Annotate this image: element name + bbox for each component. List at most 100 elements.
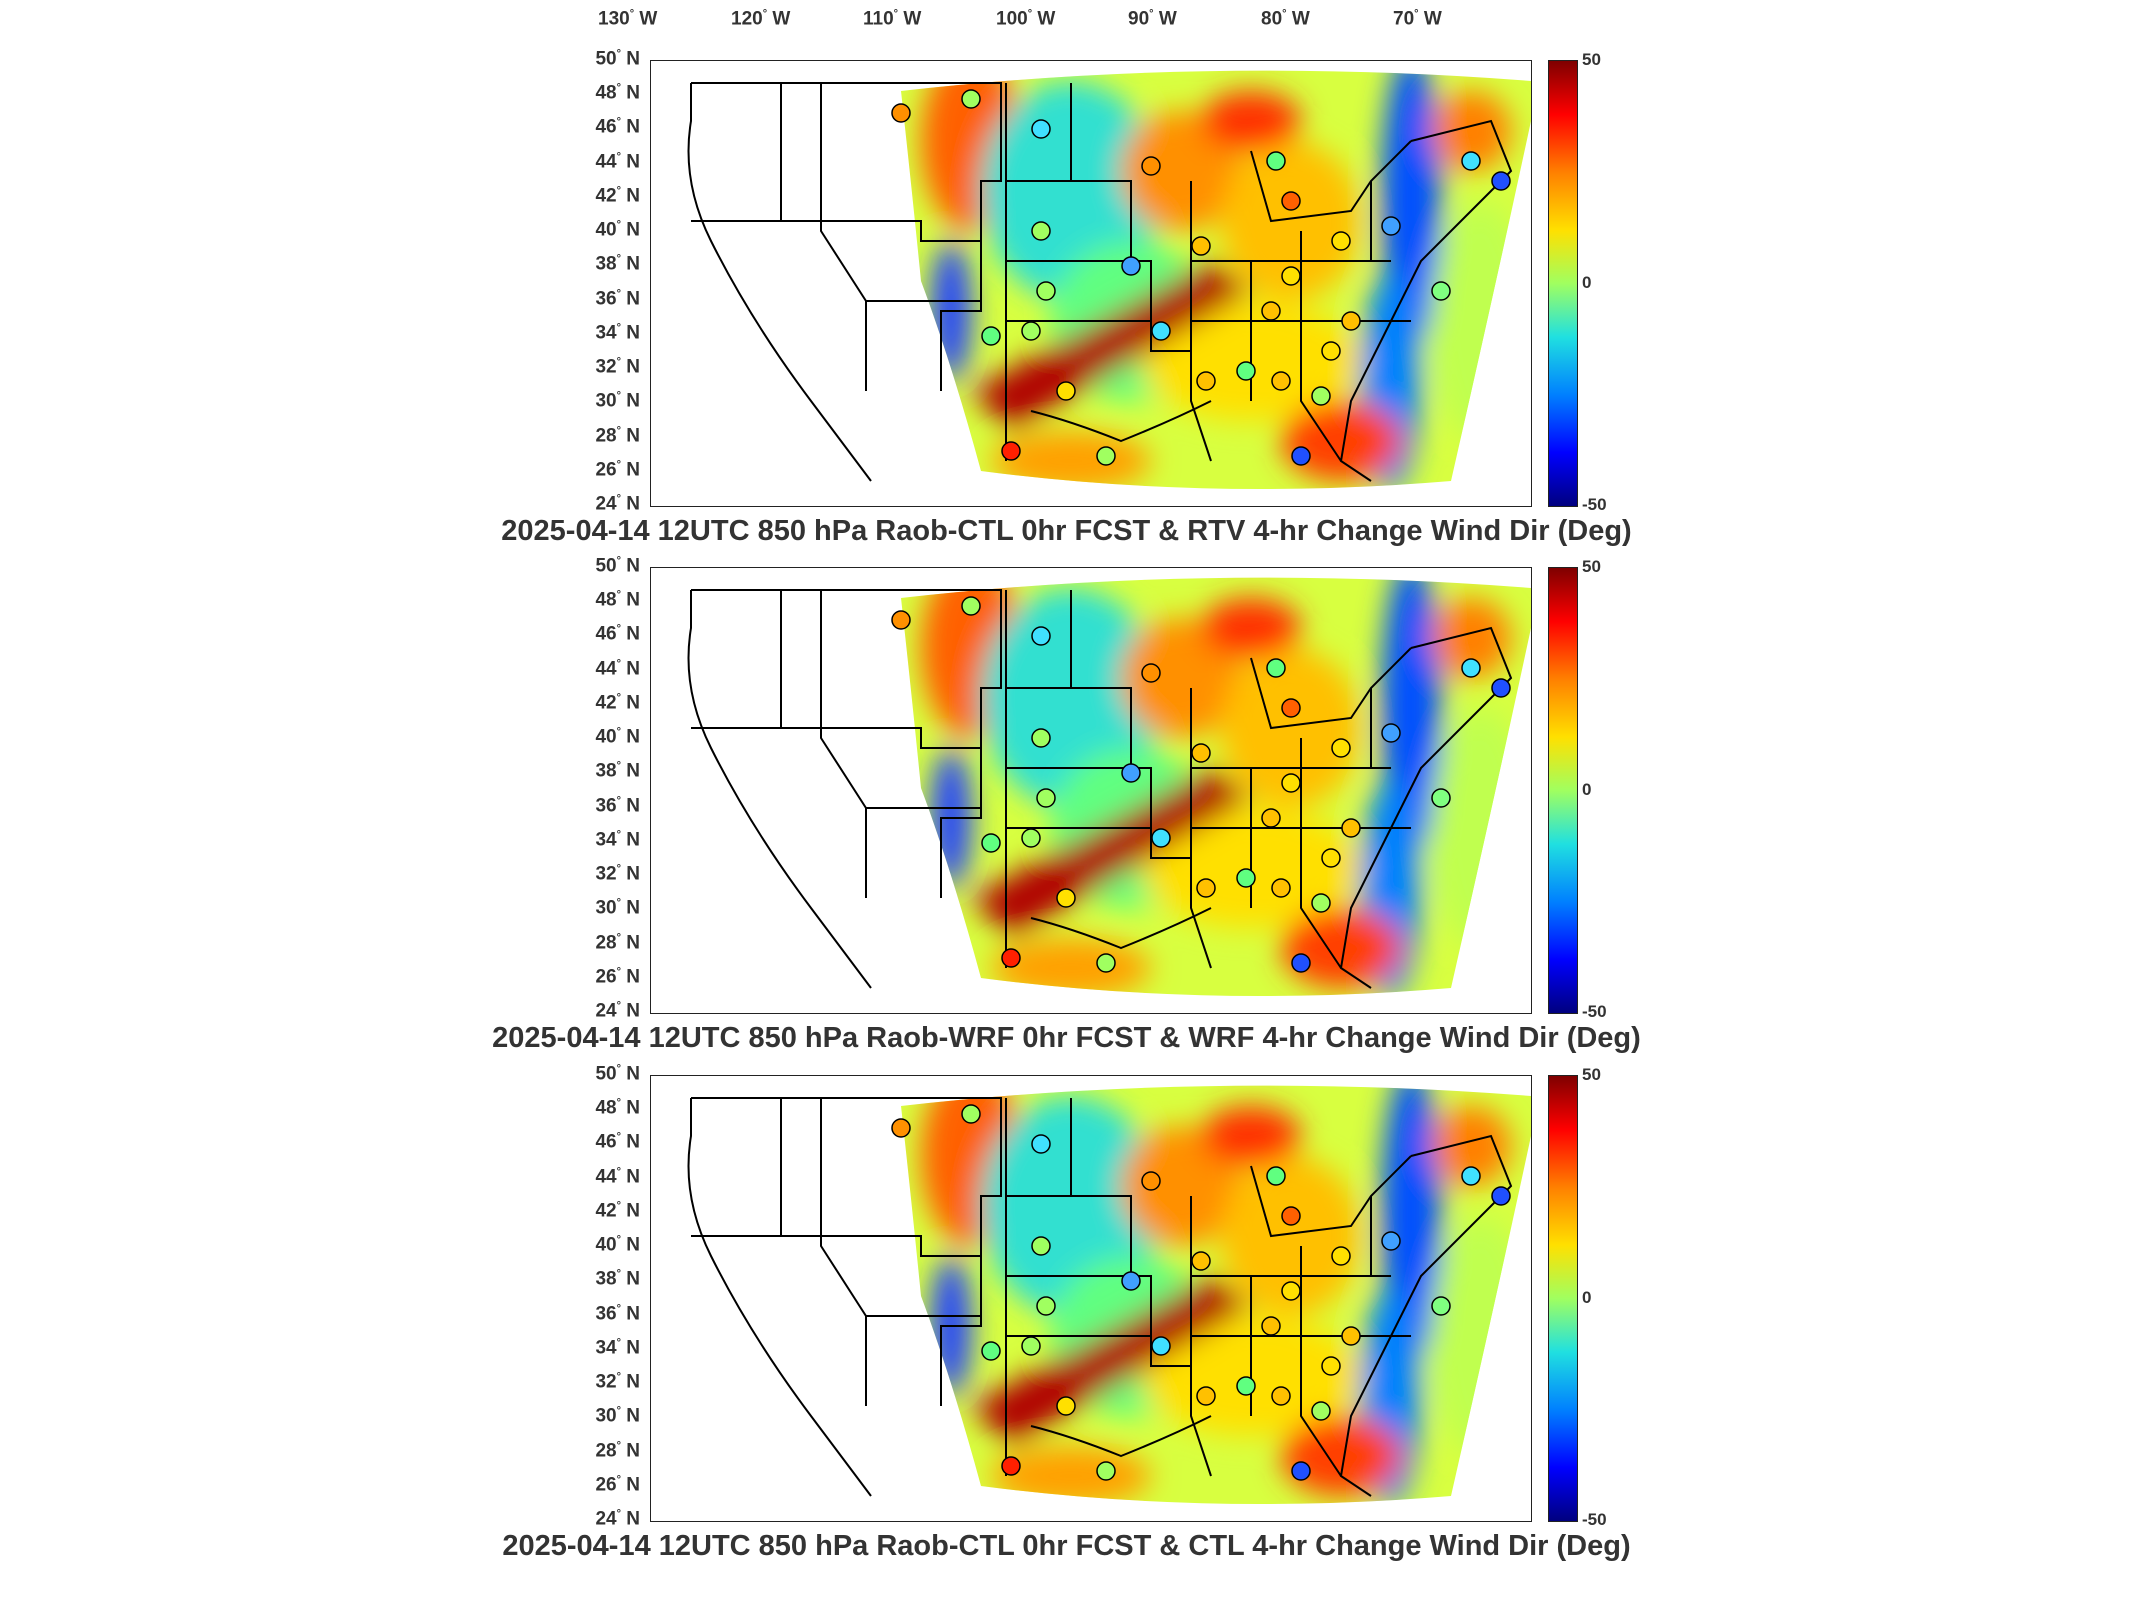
latitude-degree: 42 (595, 185, 617, 207)
raob-station-marker (1191, 236, 1211, 256)
map-frame (650, 567, 1532, 1014)
latitude-label: 38° N (595, 1268, 640, 1290)
wind-direction-field (687, 70, 1531, 489)
raob-station-marker (1491, 678, 1511, 698)
state-borders (687, 82, 1513, 482)
raob-station-marker (961, 596, 981, 616)
latitude-degree: 30 (595, 897, 617, 919)
raob-station-marker (1311, 893, 1331, 913)
latitude-degree: 28 (595, 424, 617, 446)
raob-station-marker (1261, 301, 1281, 321)
raob-station-marker (1096, 446, 1116, 466)
colorbar-tick-mid: 0 (1582, 272, 1592, 292)
longitude-degree: 100 (996, 8, 1028, 30)
raob-station-marker (1151, 321, 1171, 341)
raob-station-marker (1321, 848, 1341, 868)
latitude-degree: 24 (595, 1000, 617, 1022)
raob-station-marker (891, 1118, 911, 1138)
colorbar-tick-max: 50 (1582, 50, 1601, 69)
longitude-direction: W (772, 8, 791, 30)
longitude-degree: 110 (863, 8, 894, 30)
latitude-direction: N (626, 322, 640, 344)
colorbar-tick-mid: 0 (1582, 779, 1592, 799)
latitude-direction: N (626, 459, 640, 481)
raob-station-marker (1141, 156, 1161, 176)
raob-station-marker (1056, 888, 1076, 908)
raob-station-marker (981, 1341, 1001, 1361)
raob-station-marker (1271, 1386, 1291, 1406)
west-coastline (687, 1098, 872, 1497)
latitude-direction: N (626, 151, 640, 173)
latitude-degree: 48 (595, 82, 617, 104)
latitude-direction: N (626, 829, 640, 851)
raob-station-marker (1491, 171, 1511, 191)
latitude-degree: 30 (595, 390, 617, 412)
latitude-direction: N (626, 493, 640, 515)
latitude-direction: N (626, 589, 640, 611)
latitude-label: 42° N (595, 691, 640, 714)
latitude-degree: 38 (595, 253, 617, 275)
latitude-direction: N (626, 390, 640, 412)
raob-station-marker (1381, 723, 1401, 743)
wind-direction-field (687, 1085, 1531, 1504)
latitude-label: 40° N (595, 219, 640, 241)
raob-station-marker (1121, 763, 1141, 783)
latitude-direction: N (626, 48, 640, 70)
colorbar-tick-max: 50 (1582, 1065, 1601, 1084)
latitude-direction: N (626, 1200, 640, 1222)
latitude-degree: 48 (595, 589, 617, 611)
raob-station-marker (1031, 1236, 1051, 1256)
latitude-degree: 36 (595, 1302, 617, 1324)
latitude-label: 28° N (595, 931, 640, 953)
raob-station-marker (1461, 151, 1481, 171)
latitude-label: 26° N (595, 965, 640, 988)
latitude-direction: N (626, 1000, 640, 1022)
raob-station-marker (1291, 1461, 1311, 1481)
raob-station-marker (981, 833, 1001, 853)
latitude-label: 42° N (595, 1199, 640, 1222)
raob-station-marker (1196, 1386, 1216, 1406)
latitude-label: 46° N (595, 116, 640, 138)
map-frame (650, 1075, 1532, 1522)
longitude-label: 70° W (1393, 8, 1442, 30)
raob-station-marker (1461, 658, 1481, 678)
latitude-label: 36° N (595, 1302, 640, 1324)
latitude-label: 50° N (595, 48, 640, 70)
raob-station-marker (1036, 1296, 1056, 1316)
raob-station-marker (1331, 1246, 1351, 1266)
raob-station-marker (1121, 256, 1141, 276)
raob-station-marker (1311, 1401, 1331, 1421)
latitude-label: 46° N (595, 1131, 640, 1153)
latitude-degree: 46 (595, 116, 617, 138)
latitude-label: 26° N (595, 1473, 640, 1496)
latitude-direction: N (626, 253, 640, 275)
longitude-label: 90° W (1128, 8, 1177, 30)
raob-station-marker (1291, 953, 1311, 973)
colorbar-tick-min: -50 (1582, 495, 1607, 514)
longitude-degree: 80 (1261, 8, 1283, 30)
latitude-degree: 50 (595, 48, 617, 70)
raob-station-marker (981, 326, 1001, 346)
raob-station-marker (1281, 698, 1301, 718)
state-borders (687, 589, 1513, 989)
latitude-label: 30° N (595, 897, 640, 919)
raob-station-marker (1431, 281, 1451, 301)
latitude-label: 24° N (595, 1508, 640, 1530)
raob-station-marker (1096, 953, 1116, 973)
latitude-direction: N (626, 897, 640, 919)
raob-station-marker (1381, 1231, 1401, 1251)
longitude-label: 120° W (731, 8, 791, 30)
raob-station-marker (1191, 743, 1211, 763)
colorbar-tick-min: -50 (1582, 1002, 1607, 1021)
raob-station-marker (1031, 221, 1051, 241)
latitude-label: 28° N (595, 424, 640, 446)
latitude-label: 38° N (595, 760, 640, 782)
latitude-direction: N (626, 726, 640, 748)
latitude-direction: N (626, 1302, 640, 1324)
raob-station-marker (1001, 948, 1021, 968)
latitude-direction: N (626, 863, 640, 885)
latitude-degree: 34 (595, 829, 617, 851)
latitude-label: 36° N (595, 794, 640, 816)
raob-station-marker (961, 1104, 981, 1124)
latitude-degree: 46 (595, 1131, 617, 1153)
